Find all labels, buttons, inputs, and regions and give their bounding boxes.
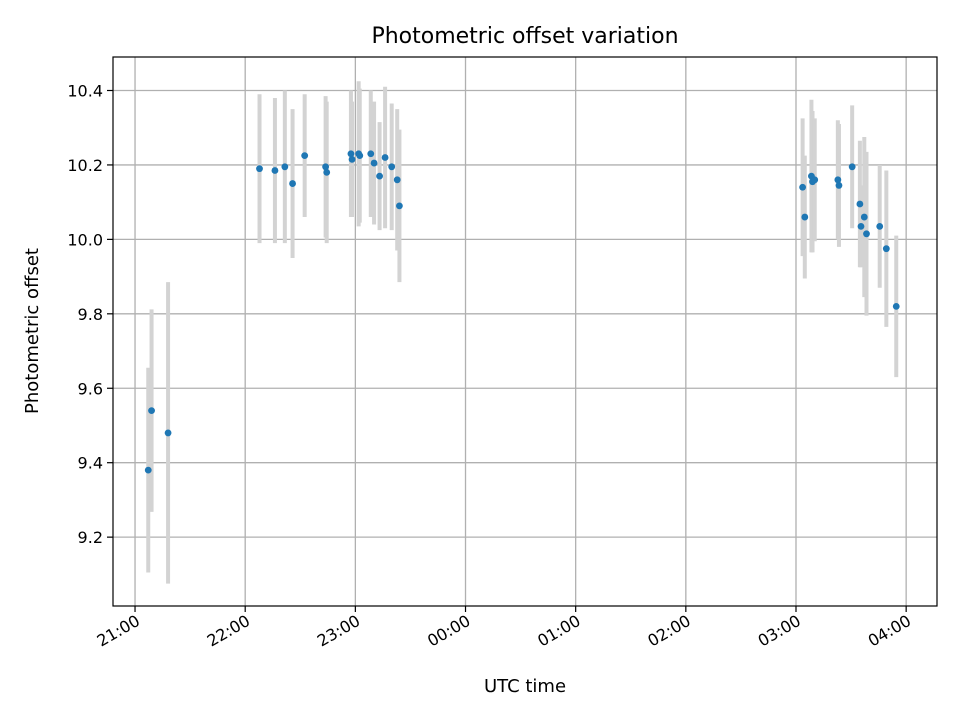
data-point bbox=[148, 407, 155, 414]
data-point bbox=[848, 163, 856, 171]
data-point bbox=[347, 150, 355, 158]
data-point bbox=[376, 172, 383, 180]
data-point bbox=[256, 165, 263, 173]
data-point bbox=[164, 429, 172, 437]
data-point bbox=[396, 202, 403, 210]
x-axis-label: UTC time bbox=[484, 676, 566, 697]
data-points bbox=[144, 150, 900, 474]
data-point bbox=[876, 222, 884, 230]
x-tick-label: 03:00 bbox=[755, 611, 804, 651]
x-tick-label: 02:00 bbox=[644, 611, 693, 651]
data-point bbox=[322, 163, 330, 171]
data-point bbox=[356, 152, 364, 160]
data-point bbox=[860, 213, 868, 221]
chart-title: Photometric offset variation bbox=[371, 24, 678, 49]
y-axis-label: Photometric offset bbox=[22, 248, 43, 414]
data-point bbox=[144, 466, 152, 474]
data-point bbox=[323, 168, 331, 176]
y-tick-label: 9.6 bbox=[78, 379, 103, 398]
data-point bbox=[857, 222, 865, 230]
y-tick-label: 10.2 bbox=[67, 156, 103, 175]
plot-frame bbox=[112, 56, 938, 607]
data-point bbox=[393, 176, 401, 184]
grid bbox=[113, 57, 937, 606]
x-tick-label: 23:00 bbox=[314, 611, 363, 651]
x-tick-label: 00:00 bbox=[424, 611, 473, 651]
x-tick-label: 01:00 bbox=[534, 611, 583, 651]
data-point bbox=[801, 213, 809, 221]
data-point bbox=[882, 245, 890, 253]
axis-ticks: 21:00 22:00 23:00 00:00 01:00 02:00 03:00 04:00… bbox=[67, 81, 914, 650]
data-point bbox=[863, 230, 870, 238]
y-tick-label: 10.4 bbox=[67, 81, 103, 100]
y-tick-label: 10.0 bbox=[67, 230, 103, 249]
y-tick-label: 9.8 bbox=[78, 305, 103, 324]
data-point bbox=[289, 180, 296, 187]
data-point bbox=[381, 154, 389, 161]
data-point bbox=[370, 159, 378, 167]
data-point bbox=[348, 155, 356, 163]
x-tick-label: 21:00 bbox=[94, 611, 143, 651]
data-point bbox=[834, 176, 842, 184]
data-point bbox=[388, 163, 396, 171]
data-point bbox=[271, 167, 279, 174]
y-tick-label: 9.2 bbox=[78, 528, 103, 547]
data-point bbox=[856, 200, 864, 208]
data-point bbox=[367, 150, 375, 158]
x-tick-label: 04:00 bbox=[865, 611, 914, 651]
y-tick-label: 9.4 bbox=[78, 454, 103, 473]
data-point bbox=[892, 302, 900, 310]
data-point bbox=[835, 182, 843, 189]
errorbars bbox=[146, 81, 899, 584]
data-point bbox=[301, 152, 309, 160]
data-point bbox=[799, 183, 807, 191]
x-tick-label: 22:00 bbox=[204, 611, 253, 651]
data-point bbox=[281, 163, 289, 171]
data-point bbox=[811, 176, 819, 184]
